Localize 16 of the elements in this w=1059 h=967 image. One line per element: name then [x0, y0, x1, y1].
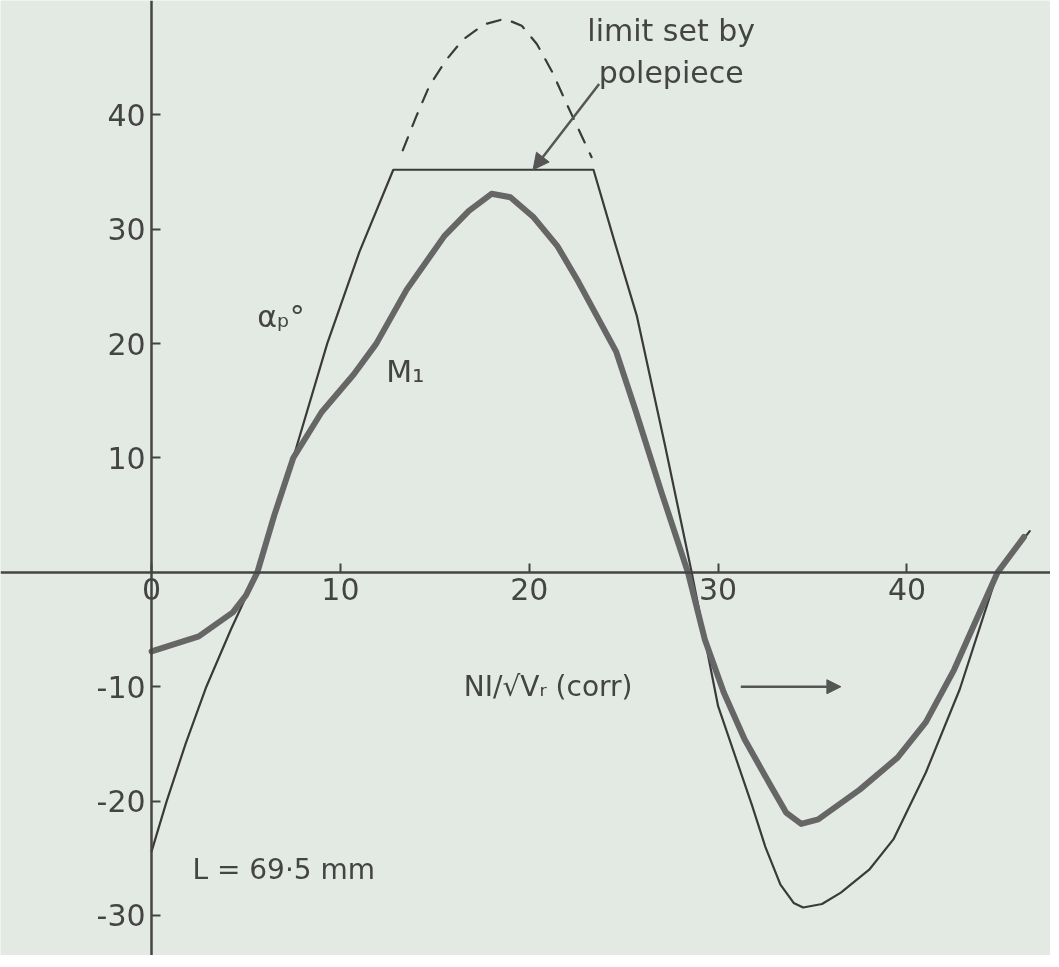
- y-tick-label: -30: [96, 898, 146, 934]
- y-tick-label: 30: [107, 212, 146, 248]
- x-tick-label: 20: [510, 572, 549, 608]
- annotation: L = 69·5 mm: [192, 853, 376, 887]
- x-tick-label: 10: [321, 572, 360, 608]
- y-tick-label: -10: [96, 669, 146, 705]
- y-tick-label: -20: [96, 784, 146, 820]
- series-label: M₁: [386, 353, 425, 389]
- x-tick-label: 40: [887, 572, 927, 608]
- x-tick-label: 30: [699, 572, 738, 608]
- series-label: αₚ°: [257, 298, 305, 334]
- annotation: limit set by polepiece: [587, 12, 756, 90]
- y-tick-label: 10: [107, 440, 146, 476]
- y-tick-label: 40: [107, 97, 146, 133]
- x-axis-title: NI/√Vᵣ (corr): [463, 670, 633, 704]
- y-tick-label: 20: [107, 326, 146, 362]
